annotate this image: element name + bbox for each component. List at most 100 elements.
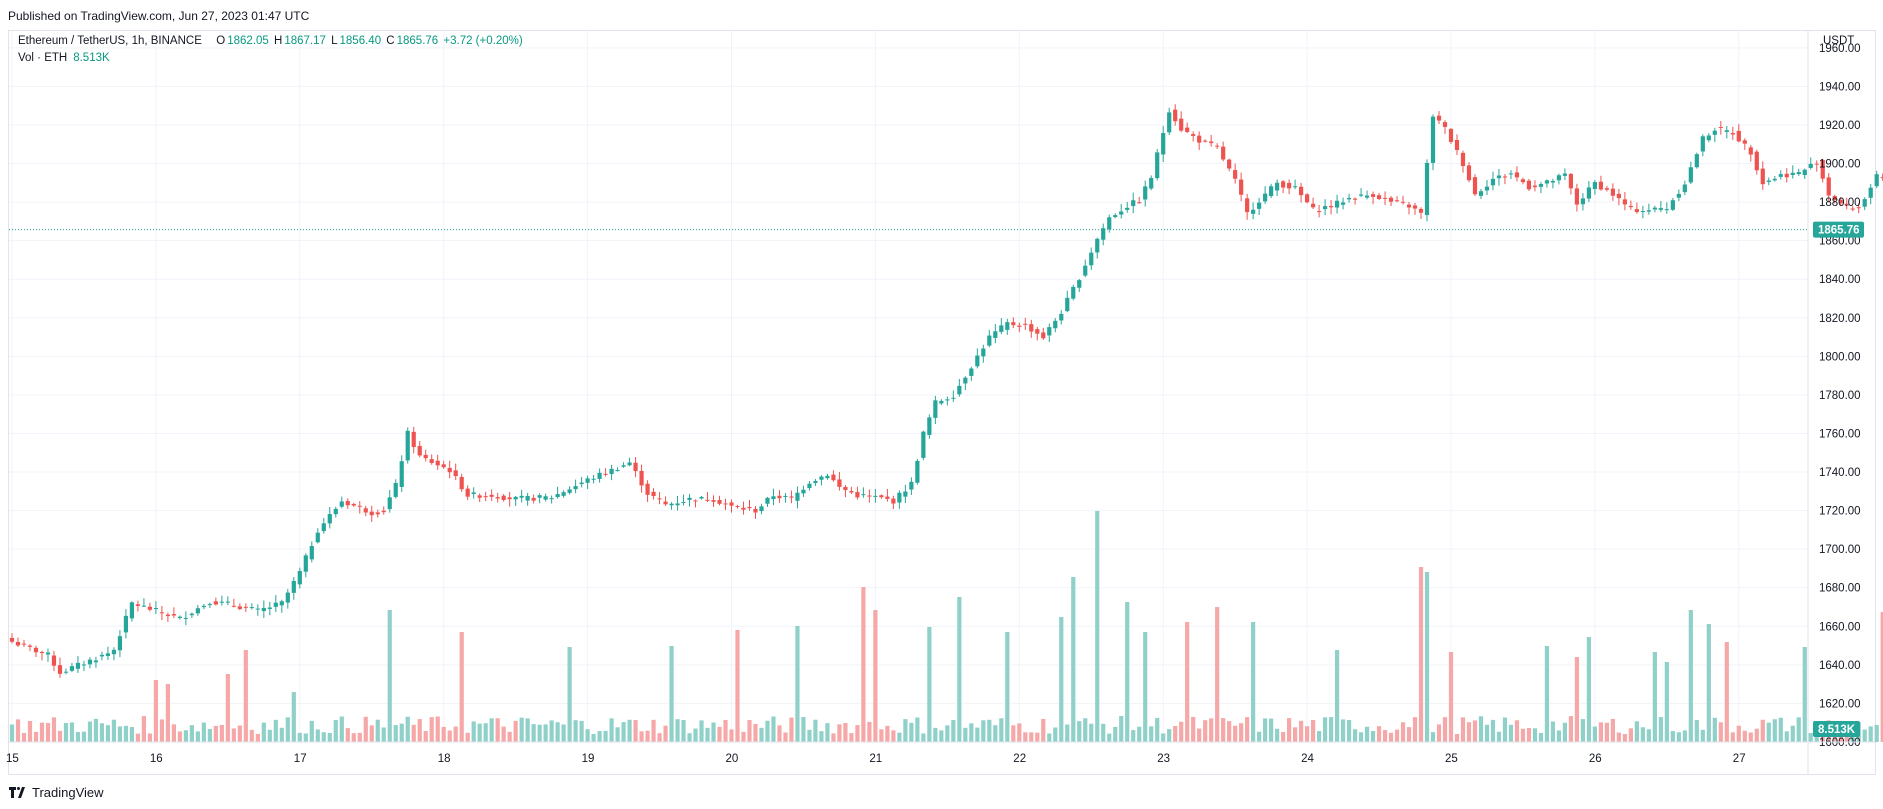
volume-bar bbox=[99, 723, 105, 742]
volume-bar bbox=[1688, 610, 1693, 742]
candle-body bbox=[87, 659, 93, 665]
candle-body bbox=[753, 508, 758, 513]
volume-bar bbox=[825, 723, 830, 742]
candle-body bbox=[1400, 201, 1406, 203]
candle-body bbox=[1149, 177, 1154, 189]
volume-bar bbox=[63, 723, 69, 742]
candle-body bbox=[327, 514, 332, 524]
time-tick-label: 27 bbox=[1733, 753, 1746, 765]
volume-bar bbox=[1490, 719, 1496, 742]
volume-bar bbox=[1275, 728, 1280, 742]
candle-body bbox=[1299, 186, 1304, 196]
volume-bar bbox=[783, 732, 788, 742]
candle-body bbox=[1089, 252, 1094, 266]
volume-bar bbox=[1143, 632, 1148, 742]
candle-body bbox=[849, 491, 854, 493]
volume-bar bbox=[465, 732, 470, 742]
volume-bar bbox=[639, 731, 644, 742]
volume-bar bbox=[327, 732, 332, 742]
candle-body bbox=[1646, 210, 1651, 212]
candle-body bbox=[15, 641, 21, 646]
candle-body bbox=[1466, 165, 1472, 181]
candle-body bbox=[1742, 140, 1747, 144]
price-axis[interactable]: 1600.00 1620.00 1640.00 1660.00 1680.00 1700.… bbox=[1807, 31, 1861, 774]
candle-body bbox=[291, 580, 296, 593]
candle-body bbox=[207, 604, 212, 606]
candle-body bbox=[1550, 181, 1556, 183]
volume-bar bbox=[27, 720, 33, 742]
candle-body bbox=[855, 492, 860, 498]
candle-body bbox=[1574, 188, 1580, 205]
volume-bar bbox=[1502, 717, 1508, 742]
last-price-badge: 1865.76 bbox=[1813, 221, 1864, 238]
symbol-title[interactable]: Ethereum / TetherUS, 1h, BINANCE bbox=[18, 35, 202, 47]
price-tick-label: 1600.00 bbox=[1819, 737, 1861, 749]
candle-body bbox=[1718, 126, 1723, 128]
candle-body bbox=[1406, 204, 1412, 208]
volume-bar bbox=[309, 720, 314, 742]
candle-body bbox=[147, 606, 153, 610]
volume-bar bbox=[489, 718, 494, 742]
volume-bar bbox=[117, 726, 123, 742]
volume-bar bbox=[129, 727, 135, 742]
candle-body bbox=[963, 377, 968, 384]
volume-bar bbox=[1053, 727, 1058, 742]
candle-body bbox=[1233, 170, 1238, 179]
volume-bar bbox=[957, 597, 962, 742]
candle-body bbox=[567, 489, 572, 493]
candle-body bbox=[1508, 173, 1514, 175]
volume-bar bbox=[1622, 733, 1627, 742]
candle-body bbox=[237, 606, 242, 610]
candle-body bbox=[99, 654, 105, 657]
volume-bar bbox=[573, 720, 578, 742]
volume-bar bbox=[261, 722, 266, 742]
volume-bar bbox=[1694, 719, 1699, 742]
time-axis[interactable]: 15 16 17 18 19 20 21 22 23 24 25 26 27 bbox=[6, 741, 1875, 765]
candle-body bbox=[1748, 147, 1753, 155]
candle-body bbox=[531, 497, 536, 501]
candle-body bbox=[309, 545, 314, 560]
candle-body bbox=[1652, 207, 1657, 210]
candle-body bbox=[189, 613, 194, 616]
price-tick-label: 1800.00 bbox=[1819, 351, 1861, 363]
chart-frame[interactable] bbox=[8, 30, 1876, 775]
candle-body bbox=[927, 417, 932, 435]
candle-body bbox=[453, 470, 458, 477]
volume-bar bbox=[645, 730, 650, 742]
volume-bar bbox=[1532, 728, 1538, 742]
volume-bar bbox=[75, 732, 81, 742]
candle-body bbox=[1430, 116, 1436, 163]
candle-body bbox=[1838, 199, 1843, 204]
candle-body bbox=[945, 399, 950, 401]
candle-body bbox=[1598, 181, 1603, 190]
candle-body bbox=[1269, 186, 1274, 197]
candle-body bbox=[1724, 130, 1729, 132]
volume-bar bbox=[987, 719, 992, 742]
volume-bar bbox=[1310, 719, 1316, 742]
candle-body bbox=[417, 445, 422, 456]
volume-bar bbox=[921, 733, 926, 742]
candle-body bbox=[1682, 184, 1687, 193]
volume-label[interactable]: Vol · ETH bbox=[18, 52, 68, 64]
time-tick-label: 26 bbox=[1589, 753, 1602, 765]
volume-bar bbox=[189, 725, 194, 742]
candle-body bbox=[981, 348, 986, 357]
volume-bar bbox=[1173, 725, 1178, 742]
close-key: C bbox=[386, 35, 395, 47]
volume-bar bbox=[447, 730, 452, 742]
volume-bar bbox=[477, 723, 482, 742]
volume-bar bbox=[903, 719, 908, 742]
candle-body bbox=[1712, 130, 1717, 135]
candle-body bbox=[1832, 196, 1837, 201]
candle-body bbox=[135, 604, 141, 606]
volume-bar bbox=[1700, 729, 1705, 742]
candle-body bbox=[603, 473, 608, 475]
candle-body bbox=[513, 496, 518, 500]
candle-body bbox=[129, 602, 135, 619]
candle-body bbox=[873, 495, 878, 497]
candle-body bbox=[447, 467, 452, 473]
volume-bar bbox=[1197, 728, 1202, 742]
footer-brand[interactable]: TradingView bbox=[32, 785, 104, 800]
candle-body bbox=[627, 462, 632, 466]
